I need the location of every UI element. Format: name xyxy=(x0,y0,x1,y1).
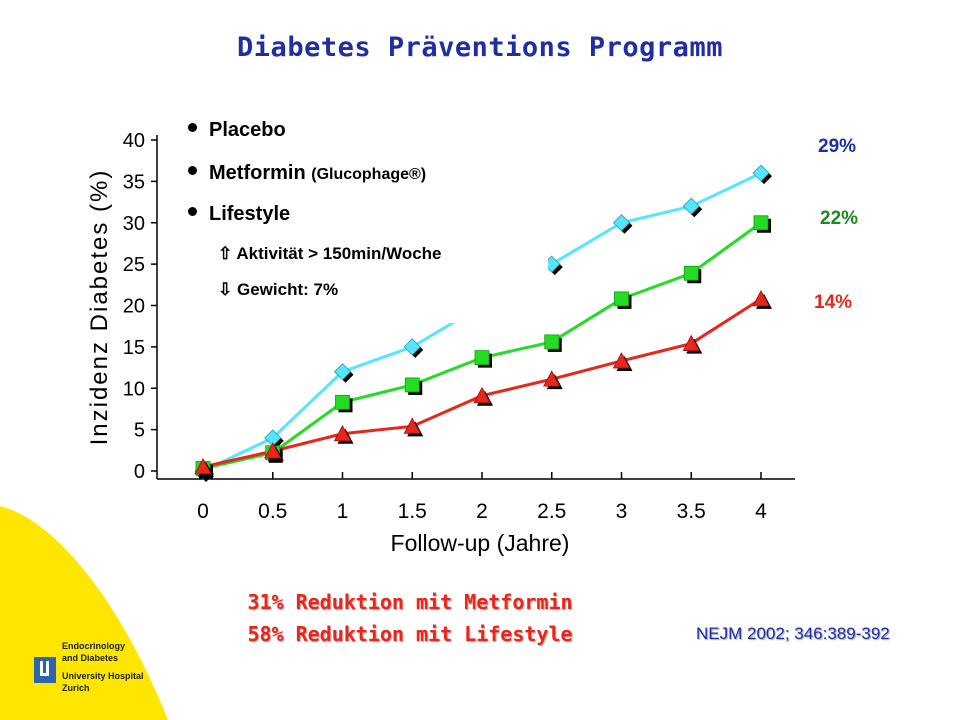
data-point-metformin xyxy=(683,265,702,284)
data-point-lifestyle xyxy=(543,370,563,390)
legend-item-lifestyle: Lifestyle xyxy=(188,203,290,226)
citation: NEJM 2002; 346:389-392 xyxy=(696,624,890,643)
y-axis-label: Inzidenz Diabetes (%) xyxy=(86,169,113,446)
legend-subitem-text: Gewicht: 7% xyxy=(236,280,339,299)
chart-series xyxy=(194,164,772,482)
x-axis-label: Follow-up (Jahre) xyxy=(391,530,570,556)
legend-note: (Glucophage®) xyxy=(311,166,427,183)
reduction-lifestyle: 58% Reduktion mit Lifestyle xyxy=(247,622,573,646)
legend-item-placebo: Placebo xyxy=(188,119,286,142)
legend-label: Lifestyle xyxy=(209,203,291,225)
legend-label: Metformin xyxy=(209,162,306,184)
data-point-lifestyle xyxy=(403,417,424,437)
legend-item-metformin: Metformin (Glucophage®) xyxy=(188,162,426,185)
x-tick-label: 3.5 xyxy=(677,500,706,523)
data-point-lifestyle xyxy=(752,290,772,309)
data-point-lifestyle xyxy=(682,334,703,354)
logo-text-line3: University Hospital xyxy=(62,671,144,681)
y-tick-label: 5 xyxy=(134,420,145,442)
data-point-placebo xyxy=(682,197,703,218)
logo-text-line4: Zurich xyxy=(62,683,90,693)
bullet-icon xyxy=(188,123,197,133)
arrow-down-icon: ⇩ xyxy=(218,280,233,299)
bullet-icon xyxy=(188,166,197,176)
page-title: Diabetes Präventions Programm xyxy=(237,32,723,63)
data-point-metformin xyxy=(614,291,632,309)
university-hospital-logo-icon xyxy=(34,657,56,683)
bullet-icon xyxy=(188,207,197,217)
data-point-metformin xyxy=(474,350,492,368)
end-label-placebo: 29% xyxy=(818,136,857,157)
y-tick-label: 15 xyxy=(123,337,145,359)
data-point-metformin xyxy=(335,394,353,413)
data-point-placebo xyxy=(403,338,424,358)
data-point-lifestyle xyxy=(612,352,633,371)
end-label-lifestyle: 14% xyxy=(814,292,853,313)
logo-text-line2: and Diabetes xyxy=(62,653,119,663)
legend-subitem-weight: ⇩ Gewicht: 7% xyxy=(218,280,338,300)
x-tick-label: 2.5 xyxy=(537,500,566,523)
y-tick-label: 30 xyxy=(123,213,145,235)
data-point-lifestyle xyxy=(194,458,214,477)
data-point-placebo xyxy=(333,363,354,383)
data-point-lifestyle xyxy=(333,424,354,444)
y-tick-label: 20 xyxy=(123,296,145,318)
data-point-placebo xyxy=(612,214,633,234)
data-point-placebo xyxy=(752,164,772,185)
x-tick-label: 3 xyxy=(616,500,628,523)
x-tick-label: 1.5 xyxy=(398,500,427,523)
data-point-lifestyle xyxy=(473,386,493,406)
chart-axes: 0 5 10 15 20 25 30 35 40 0 0.5 1 1.5 2 2.5 3 3.5 4 xyxy=(123,130,795,523)
data-point-metformin xyxy=(404,377,423,395)
x-tick-label: 0.5 xyxy=(258,500,287,523)
data-point-metformin xyxy=(753,215,771,233)
data-point-metformin xyxy=(544,334,562,352)
data-point-lifestyle xyxy=(264,442,284,462)
reduction-metformin: 31% Reduktion mit Metformin xyxy=(247,590,573,614)
chart-legend: Placebo Metformin (Glucophage®) Lifestyl… xyxy=(188,113,548,323)
x-tick-label: 1 xyxy=(337,500,349,523)
y-tick-label: 10 xyxy=(123,378,145,400)
arrow-up-icon: ⇧ xyxy=(218,244,233,263)
y-tick-label: 0 xyxy=(134,461,145,483)
legend-subitem-activity: ⇧ Aktivität > 150min/Woche xyxy=(218,244,442,264)
legend-label: Placebo xyxy=(209,119,286,141)
x-tick-label: 4 xyxy=(755,500,767,523)
y-tick-label: 25 xyxy=(123,254,145,276)
end-label-metformin: 22% xyxy=(820,208,859,229)
x-tick-label: 2 xyxy=(476,500,488,523)
y-tick-label: 35 xyxy=(123,171,145,193)
y-tick-label: 40 xyxy=(123,130,145,152)
logo-text-line1: Endocrinology xyxy=(62,641,125,651)
legend-subitem-text: Aktivität > 150min/Woche xyxy=(236,244,442,263)
x-tick-label: 0 xyxy=(197,500,209,523)
